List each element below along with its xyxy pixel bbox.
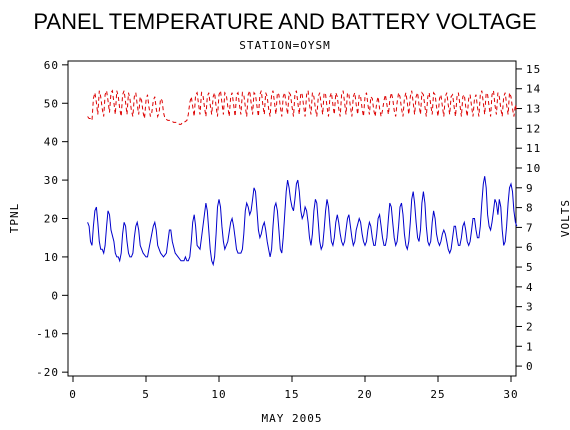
y-right-tick-label: 6	[526, 241, 534, 254]
y-left-tick-label: 50	[44, 97, 59, 110]
y-left-tick-label: 10	[44, 251, 59, 264]
x-tick-label: 0	[69, 388, 77, 401]
y-right-tick-label: 4	[526, 281, 534, 294]
x-tick-label: 30	[503, 388, 518, 401]
x-tick-label: 25	[430, 388, 445, 401]
x-tick-label: 20	[357, 388, 372, 401]
y-right-tick-label: 13	[526, 103, 541, 116]
y-right-tick-label: 10	[526, 162, 541, 175]
y-right-tick-label: 0	[526, 360, 534, 373]
chart-subtitle: STATION=OYSM	[239, 39, 330, 52]
y-axis-left-label: TPNL	[8, 203, 21, 234]
y-right-tick-label: 12	[526, 122, 541, 135]
x-tick-label: 15	[284, 388, 299, 401]
y-right-tick-label: 7	[526, 221, 534, 234]
y-right-tick-label: 11	[526, 142, 541, 155]
y-right-tick-label: 2	[526, 320, 534, 333]
battery-voltage-line	[87, 89, 518, 125]
x-tick-label: 5	[142, 388, 150, 401]
y-right-tick-label: 8	[526, 202, 534, 215]
y-right-tick-label: 14	[526, 83, 541, 96]
y-right-tick-label: 5	[526, 261, 534, 274]
y-left-tick-label: -20	[36, 366, 59, 379]
y-left-tick-label: -10	[36, 328, 59, 341]
x-axis-label: MAY 2005	[262, 412, 323, 425]
y-right-tick-label: 3	[526, 301, 534, 314]
y-axis-right-label: VOLTS	[559, 199, 570, 237]
panel-temperature-line	[87, 176, 518, 267]
y-right-tick-label: 15	[526, 63, 541, 76]
chart-title: PANEL TEMPERATURE AND BATTERY VOLTAGE	[33, 9, 536, 34]
y-left-tick-label: 0	[51, 289, 59, 302]
y-left-tick-label: 40	[44, 136, 59, 149]
y-right-tick-label: 1	[526, 340, 534, 353]
series-layer	[87, 89, 518, 267]
y-left-tick-label: 30	[44, 174, 59, 187]
y-left-tick-label: 60	[44, 59, 59, 72]
x-tick-label: 10	[211, 388, 226, 401]
y-left-tick-label: 20	[44, 213, 59, 226]
x-axis: 0 5 10 15 20 25 30	[69, 376, 518, 401]
y-axis-left: -20 -10 0 10 20 30 40 50 60	[36, 59, 68, 379]
y-right-tick-label: 9	[526, 182, 534, 195]
